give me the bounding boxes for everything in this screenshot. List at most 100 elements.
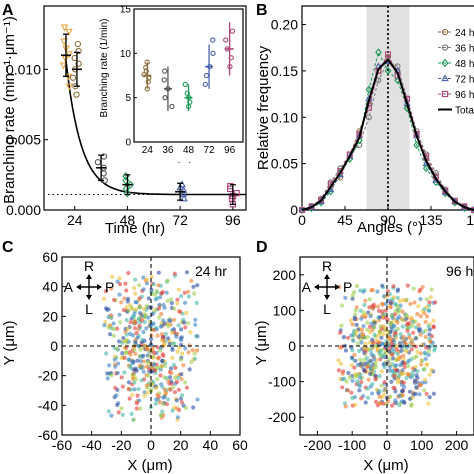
scatter-point xyxy=(137,363,143,368)
arrow-down-icon xyxy=(324,295,330,300)
scatter-point xyxy=(165,298,170,303)
scatter-point xyxy=(377,340,382,345)
scatter-point xyxy=(346,370,351,376)
inset-point xyxy=(210,37,216,43)
series-point xyxy=(422,164,430,173)
scatter-point xyxy=(350,378,355,383)
scatter-point xyxy=(166,324,171,329)
scatter-point xyxy=(151,321,156,326)
y-tick-label: -100 xyxy=(268,374,296,390)
panel-b-marks: 0 0.05 0.10 0.15 0.20 0 45 90 135 18 xyxy=(271,5,474,228)
scatter-point xyxy=(407,389,413,394)
x-tick-label: -40 xyxy=(82,437,102,453)
scatter-point xyxy=(399,399,404,404)
scatter-point xyxy=(117,292,122,297)
scatter-point xyxy=(110,274,115,279)
scatter-point xyxy=(402,361,407,366)
scatter-point xyxy=(349,390,354,395)
scatter-point xyxy=(376,308,382,313)
scatter-point xyxy=(117,276,122,281)
scatter-point xyxy=(154,385,159,390)
scatter-point xyxy=(157,400,163,405)
scatter-point xyxy=(183,346,188,351)
compass-right-label: P xyxy=(105,279,114,295)
inset-point xyxy=(182,81,188,88)
scatter-point xyxy=(433,345,438,350)
scatter-point xyxy=(426,308,431,313)
scatter-point xyxy=(103,289,108,294)
scatter-point xyxy=(109,286,114,291)
data-point xyxy=(180,194,188,202)
scatter-point xyxy=(373,373,378,378)
scatter-point xyxy=(409,315,414,320)
scatter-point xyxy=(424,297,429,302)
scatter-point xyxy=(416,322,421,327)
scatter-point xyxy=(129,387,134,392)
series-point xyxy=(385,51,391,58)
scatter-point xyxy=(179,327,184,332)
scatter-point xyxy=(390,369,395,375)
scatter-point xyxy=(394,347,399,352)
scatter-point xyxy=(102,323,107,328)
scatter-point xyxy=(416,304,421,309)
arrow-down-icon xyxy=(86,295,92,300)
scatter-point xyxy=(180,351,185,356)
scatter-point xyxy=(426,352,431,357)
scatter-point xyxy=(166,379,171,384)
inset-point xyxy=(162,95,168,101)
scatter-point xyxy=(371,302,376,307)
scatter-point xyxy=(404,297,409,302)
scatter-point xyxy=(167,375,173,380)
scatter-point xyxy=(104,306,109,311)
scatter-point xyxy=(358,308,363,313)
scatter-point xyxy=(354,283,360,289)
scatter-point xyxy=(144,326,149,331)
scatter-point xyxy=(106,409,111,414)
legend-label: 36 hr xyxy=(455,44,474,55)
scatter-point xyxy=(165,397,171,402)
scatter-point xyxy=(137,310,142,316)
scatter-point xyxy=(382,352,387,357)
inset-y-tick-label: 10 xyxy=(120,49,132,60)
scatter-point xyxy=(377,394,382,399)
y-tick-label: 0.20 xyxy=(271,17,298,33)
scatter-point xyxy=(358,361,363,366)
scatter-point xyxy=(413,336,418,341)
scatter-point xyxy=(138,347,143,352)
inset-x-tick-label: 36 xyxy=(162,145,174,156)
scatter-point xyxy=(392,324,397,329)
scatter-point xyxy=(101,296,107,301)
scatter-point xyxy=(182,290,187,295)
scatter-point xyxy=(354,372,359,377)
inset-marks: 0 5 10 15 24 36 48 72 96 xyxy=(116,5,244,162)
scatter-point xyxy=(130,359,135,364)
scatter-point xyxy=(401,334,406,339)
scatter-point xyxy=(175,415,180,420)
scatter-point xyxy=(368,349,373,354)
scatter-point xyxy=(339,323,344,328)
scatter-point xyxy=(342,376,347,381)
scatter-point xyxy=(115,346,120,351)
scatter-point xyxy=(191,284,196,289)
scatter-point xyxy=(388,329,393,334)
scatter-point xyxy=(381,312,387,317)
scatter-point xyxy=(405,328,410,333)
scatter-point xyxy=(134,331,139,336)
scatter-point xyxy=(378,348,383,354)
scatter-point xyxy=(148,337,154,342)
panel-a: A Branching rate (min⁻¹·μm⁻¹) Time (hr) … xyxy=(1,2,247,237)
scatter-point xyxy=(158,345,163,350)
arrow-right-icon xyxy=(97,284,102,290)
scatter-point xyxy=(403,313,408,318)
scatter-point xyxy=(124,338,129,343)
arrow-left-icon xyxy=(76,284,81,290)
data-point xyxy=(69,74,77,81)
scatter-point xyxy=(132,326,138,331)
scatter-point xyxy=(174,398,179,403)
data-point xyxy=(73,91,80,98)
scatter-point xyxy=(339,303,345,308)
scatter-point xyxy=(409,403,414,408)
series-point xyxy=(384,66,392,75)
data-point xyxy=(122,184,130,194)
scatter-point xyxy=(175,349,180,354)
